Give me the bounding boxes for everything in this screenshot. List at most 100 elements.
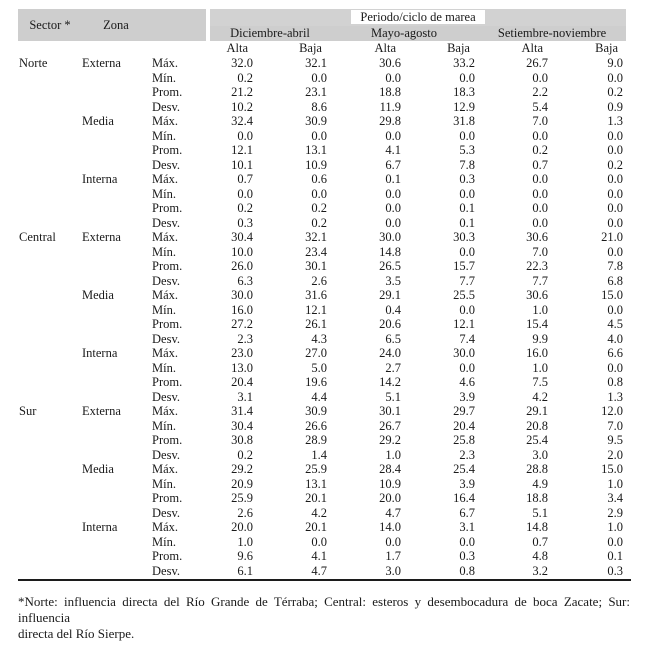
table-row: Desv. 0.2 1.4 1.0 2.3 3.0 2.0 <box>18 448 626 463</box>
stat-cell: Prom. <box>152 85 183 99</box>
zona-cell <box>82 317 150 332</box>
value-cell: 27.0 <box>305 346 327 360</box>
value-cell: 0.2 <box>607 85 624 99</box>
value-cell: 0.8 <box>459 563 475 578</box>
sector-cell: Central <box>19 230 56 244</box>
zona-cell <box>82 71 150 86</box>
tide-header-alta-1: Alta <box>208 41 256 56</box>
stat-cell: Desv. <box>152 215 181 230</box>
stat-cell: Mín. <box>152 128 176 143</box>
stat-cell: Desv. <box>152 157 181 172</box>
value-cell: 0.0 <box>459 302 475 317</box>
sector-cell <box>18 332 82 347</box>
sector-cell <box>18 448 82 463</box>
value-cell: 0.2 <box>532 143 548 157</box>
zona-cell <box>82 201 150 216</box>
value-cell: 0.0 <box>459 360 475 375</box>
value-cell: 30.4 <box>231 230 253 244</box>
value-cell: 21.0 <box>601 230 624 244</box>
value-cell: 30.4 <box>231 418 253 433</box>
value-cell: 25.5 <box>453 288 475 302</box>
stat-cell: Máx. <box>152 230 179 244</box>
value-cell: 3.1 <box>237 389 253 404</box>
value-cell: 8.6 <box>311 99 327 114</box>
value-cell: 0.0 <box>532 70 548 85</box>
sector-cell <box>18 564 82 579</box>
value-cell: 6.6 <box>607 346 624 360</box>
sector-column-header: Sector * <box>18 9 82 41</box>
zona-cell <box>82 448 150 463</box>
value-cell: 32.4 <box>231 114 253 128</box>
value-cell: 5.1 <box>385 389 401 404</box>
footnote-line: directa del Río Sierpe. <box>18 626 135 641</box>
value-cell: 0.0 <box>459 128 475 143</box>
value-cell: 20.1 <box>305 491 327 505</box>
value-cell: 7.8 <box>607 259 624 273</box>
value-cell: 9.5 <box>607 433 624 447</box>
value-cell: 0.0 <box>607 244 624 259</box>
value-cell: 29.2 <box>379 433 401 447</box>
zona-cell <box>82 477 150 492</box>
sector-cell <box>18 520 82 535</box>
value-cell: 20.1 <box>305 520 327 534</box>
value-cell: 3.9 <box>459 476 475 491</box>
value-cell: 29.1 <box>526 404 548 418</box>
value-cell: 1.3 <box>607 389 624 404</box>
stat-cell: Desv. <box>152 331 181 346</box>
value-cell: 22.3 <box>526 259 548 273</box>
stat-cell: Desv. <box>152 505 181 520</box>
table-row: Desv. 2.3 4.3 6.5 7.4 9.9 4.0 <box>18 332 626 347</box>
table-bottom-rule <box>18 579 631 581</box>
value-cell: 10.9 <box>379 476 401 491</box>
value-cell: 0.2 <box>607 157 624 172</box>
value-cell: 5.1 <box>532 505 548 520</box>
zona-column-header: Zona <box>82 9 150 41</box>
value-cell: 26.7 <box>526 56 548 70</box>
value-cell: 0.0 <box>607 201 624 215</box>
value-cell: 0.8 <box>607 375 624 389</box>
value-cell: 29.2 <box>231 462 253 476</box>
stat-cell: Prom. <box>152 375 183 389</box>
value-cell: 30.0 <box>231 288 253 302</box>
value-cell: 0.0 <box>532 128 548 143</box>
value-cell: 6.5 <box>385 331 401 346</box>
sector-cell <box>18 114 82 129</box>
value-cell: 29.7 <box>453 404 475 418</box>
stat-cell: Mín. <box>152 360 176 375</box>
tide-header-baja-1: Baja <box>256 41 330 56</box>
zona-cell <box>82 216 150 231</box>
value-cell: 0.0 <box>607 215 624 230</box>
sector-cell <box>18 303 82 318</box>
zona-cell: Media <box>82 114 114 128</box>
value-cell: 0.0 <box>311 70 327 85</box>
value-cell: 0.3 <box>607 563 624 578</box>
table-row: Mín. 30.4 26.6 26.7 20.4 20.8 7.0 <box>18 419 626 434</box>
value-cell: 2.3 <box>237 331 253 346</box>
table-row: Interna Máx. 20.0 20.1 14.0 3.1 14.8 1.0 <box>18 520 626 535</box>
table-header: Sector * Zona Periodo/ciclo de marea Dic… <box>18 9 627 56</box>
period-header-cell: Periodo/ciclo de marea <box>205 9 627 26</box>
value-cell: 13.0 <box>231 360 253 375</box>
value-cell: 6.1 <box>237 563 253 578</box>
value-cell: 4.4 <box>311 389 327 404</box>
value-cell: 30.0 <box>379 230 401 244</box>
value-cell: 30.6 <box>526 288 548 302</box>
table-row: Desv. 6.1 4.7 3.0 0.8 3.2 0.3 <box>18 564 626 579</box>
zona-cell <box>82 375 150 390</box>
value-cell: 5.0 <box>311 360 327 375</box>
zona-cell <box>82 564 150 579</box>
value-cell: 16.0 <box>526 346 548 360</box>
stat-cell: Mín. <box>152 244 176 259</box>
table-row: Prom. 21.2 23.1 18.8 18.3 2.2 0.2 <box>18 85 626 100</box>
sector-cell <box>18 491 82 506</box>
value-cell: 2.2 <box>532 85 548 99</box>
table-row: Prom. 30.8 28.9 29.2 25.8 25.4 9.5 <box>18 433 626 448</box>
tide-header-alta-3: Alta <box>478 41 551 56</box>
value-cell: 30.9 <box>305 404 327 418</box>
value-cell: 18.8 <box>526 491 548 505</box>
stat-cell: Mín. <box>152 476 176 491</box>
value-cell: 4.5 <box>607 317 624 331</box>
stat-cell: Mín. <box>152 186 176 201</box>
group-header-diciembre-abril: Diciembre-abril <box>206 26 330 41</box>
value-cell: 23.0 <box>231 346 253 360</box>
